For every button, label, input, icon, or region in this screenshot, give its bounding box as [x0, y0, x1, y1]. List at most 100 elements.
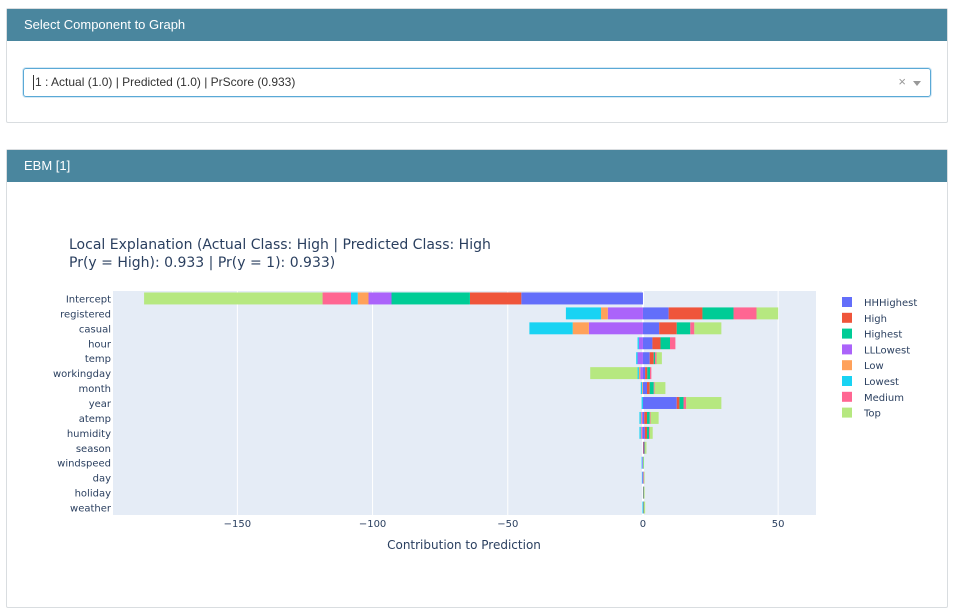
bar-segment[interactable]	[572, 322, 589, 335]
legend-label[interactable]: Top	[863, 409, 881, 420]
bar-segment[interactable]	[642, 441, 644, 454]
bar-segment[interactable]	[144, 292, 323, 305]
bar-segment[interactable]	[643, 501, 646, 514]
bar-segment[interactable]	[644, 411, 648, 424]
bar-segment[interactable]	[649, 367, 652, 380]
bar-segment[interactable]	[641, 411, 643, 424]
bar-segment[interactable]	[357, 292, 369, 305]
bar-segment[interactable]	[637, 352, 643, 365]
bar-segment[interactable]	[650, 411, 659, 424]
legend-swatch[interactable]	[842, 344, 852, 355]
bar-segment[interactable]	[607, 307, 643, 320]
legend-label[interactable]: High	[864, 314, 887, 325]
legend-label[interactable]: Highest	[864, 330, 902, 341]
bar-segment[interactable]	[642, 456, 643, 469]
bar-segment[interactable]	[640, 411, 642, 424]
bar-segment[interactable]	[647, 411, 650, 424]
bar-segment[interactable]	[640, 367, 643, 380]
bar-segment[interactable]	[640, 382, 643, 395]
bar-segment[interactable]	[653, 352, 656, 365]
bar-segment[interactable]	[690, 322, 695, 335]
bar-segment[interactable]	[642, 307, 669, 320]
bar-segment[interactable]	[639, 426, 641, 439]
bar-segment[interactable]	[637, 337, 639, 350]
bar-segment[interactable]	[641, 456, 643, 469]
bar-segment[interactable]	[641, 426, 643, 439]
bar-segment[interactable]	[643, 441, 645, 454]
bar-segment[interactable]	[588, 322, 643, 335]
legend-swatch[interactable]	[842, 376, 852, 386]
bar-segment[interactable]	[642, 471, 644, 484]
legend-swatch[interactable]	[842, 312, 852, 323]
bar-segment[interactable]	[642, 322, 660, 335]
bar-segment[interactable]	[640, 426, 642, 439]
bar-segment[interactable]	[391, 292, 470, 305]
bar-segment[interactable]	[676, 397, 680, 409]
legend-swatch[interactable]	[842, 360, 852, 371]
clear-icon[interactable]: ×	[898, 74, 906, 89]
bar-segment[interactable]	[653, 382, 655, 395]
bar-segment[interactable]	[668, 307, 703, 320]
bar-segment[interactable]	[601, 307, 608, 320]
bar-segment[interactable]	[733, 307, 757, 320]
bar-segment[interactable]	[641, 397, 643, 409]
legend-label[interactable]: HHHighest	[864, 298, 917, 309]
bar-segment[interactable]	[644, 441, 646, 454]
bar-segment[interactable]	[645, 367, 648, 380]
bar-segment[interactable]	[656, 352, 662, 365]
bar-segment[interactable]	[642, 397, 677, 409]
legend-label[interactable]: Low	[864, 361, 884, 372]
bar-segment[interactable]	[642, 426, 645, 439]
bar-segment[interactable]	[683, 397, 687, 409]
bar-segment[interactable]	[643, 471, 645, 484]
bar-segment[interactable]	[652, 337, 661, 350]
bar-segment[interactable]	[694, 322, 722, 335]
bar-segment[interactable]	[642, 411, 645, 424]
bar-segment[interactable]	[647, 382, 650, 395]
legend-swatch[interactable]	[842, 391, 852, 402]
bar-segment[interactable]	[669, 337, 676, 350]
bar-segment[interactable]	[649, 411, 651, 424]
bar-segment[interactable]	[565, 307, 602, 320]
bar-segment[interactable]	[676, 322, 691, 335]
bar-segment[interactable]	[643, 471, 644, 484]
bar-segment[interactable]	[642, 337, 653, 350]
bar-segment[interactable]	[636, 352, 638, 365]
bar-segment[interactable]	[644, 441, 645, 454]
bar-segment[interactable]	[642, 382, 643, 395]
bar-segment[interactable]	[641, 471, 643, 484]
legend-label[interactable]: Medium	[864, 393, 904, 404]
bar-segment[interactable]	[659, 322, 677, 335]
legend-swatch[interactable]	[842, 297, 852, 307]
bar-segment[interactable]	[702, 307, 734, 320]
bar-segment[interactable]	[647, 367, 650, 380]
bar-segment[interactable]	[649, 382, 654, 395]
bar-segment[interactable]	[679, 397, 684, 409]
bar-segment[interactable]	[469, 292, 522, 305]
bar-segment[interactable]	[639, 411, 641, 424]
bar-segment[interactable]	[649, 352, 654, 365]
legend-label[interactable]: Lowest	[864, 377, 899, 388]
bar-segment[interactable]	[643, 456, 645, 469]
bar-segment[interactable]	[649, 426, 650, 439]
bar-segment[interactable]	[644, 426, 648, 439]
bar-segment[interactable]	[521, 292, 643, 305]
bar-segment[interactable]	[645, 441, 647, 454]
bar-segment[interactable]	[756, 307, 779, 320]
bar-segment[interactable]	[660, 337, 670, 350]
bar-segment[interactable]	[647, 426, 650, 439]
bar-segment[interactable]	[686, 397, 722, 409]
bar-segment[interactable]	[638, 337, 643, 350]
bar-segment[interactable]	[590, 367, 638, 380]
bar-segment[interactable]	[642, 501, 644, 514]
bar-segment[interactable]	[655, 352, 657, 365]
component-select-dropdown[interactable]: 1 : Actual (1.0) | Predicted (1.0) | PrS…	[23, 68, 931, 97]
bar-segment[interactable]	[642, 367, 646, 380]
bar-segment[interactable]	[649, 426, 653, 439]
bar-segment[interactable]	[638, 367, 641, 380]
legend-swatch[interactable]	[842, 407, 852, 418]
bar-segment[interactable]	[529, 322, 573, 335]
bar-segment[interactable]	[642, 382, 648, 395]
bar-segment[interactable]	[642, 352, 650, 365]
bar-segment[interactable]	[350, 292, 358, 305]
